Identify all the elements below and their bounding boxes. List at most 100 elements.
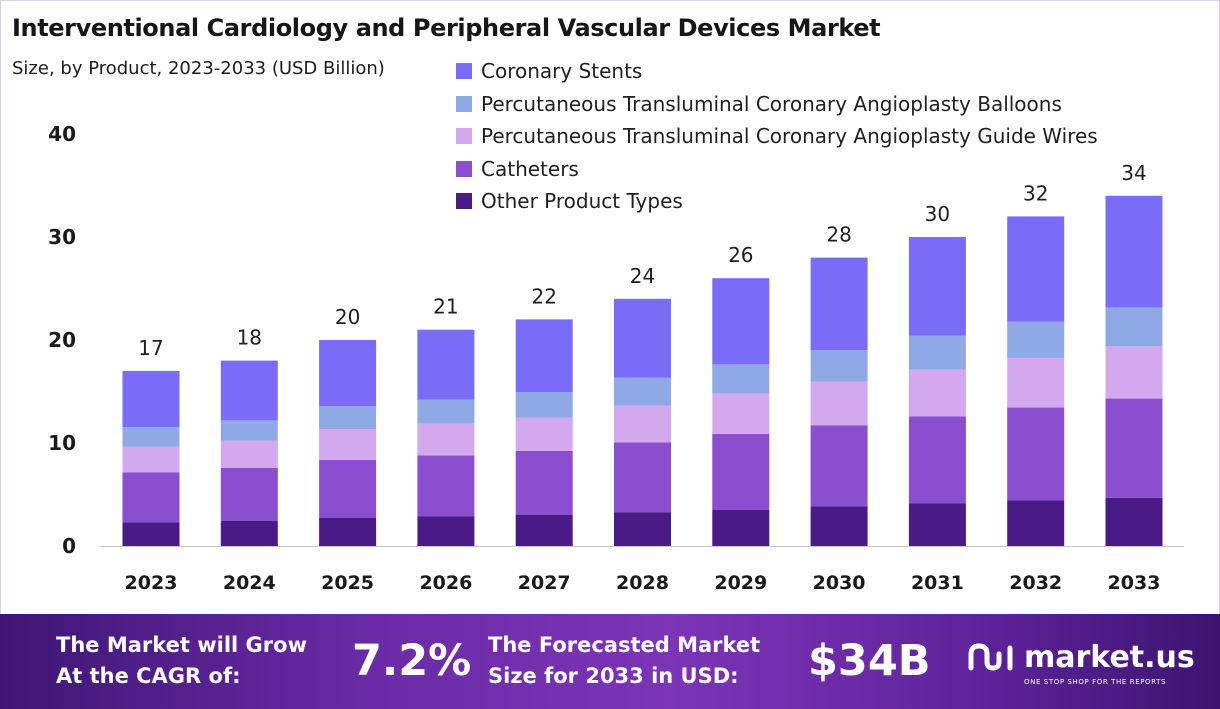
bar-segment [515,319,573,393]
bar-segment [122,522,180,546]
footer-banner: The Market will Grow At the CAGR of: 7.2… [0,614,1220,709]
bar-segment [1007,321,1065,358]
bar-total-label: 20 [335,305,360,329]
bar-segment [712,393,770,434]
bar-segment [810,381,868,426]
bar-segment [614,298,671,378]
brand-name: market.us [1024,640,1195,675]
legend-swatch [456,160,472,177]
bar-segment [122,427,180,447]
x-tick-label: 2026 [419,572,472,594]
bar-segment [908,416,966,504]
bar-segment [1007,500,1065,546]
bar-segment [1007,216,1065,322]
bar-segment [1007,357,1065,408]
bar-segment [1105,398,1163,498]
legend-item: Catheters [456,153,1098,186]
x-tick-label: 2025 [321,572,374,594]
x-tick-label: 2031 [911,572,964,594]
brand-logo[interactable]: market.us ONE STOP SHOP FOR THE REPORTS [968,640,1208,690]
legend-swatch [456,128,472,145]
bar-segment [712,278,770,365]
bar-chart: 0102030401720231820242020252120262220272… [48,122,1184,594]
bar-segment [908,369,966,417]
bar-segment [220,440,278,468]
bar-segment [908,503,966,546]
brand-tagline: ONE STOP SHOP FOR THE REPORTS [1024,678,1167,686]
chart-legend: Coronary Stents Percutaneous Transluminal… [456,55,1098,218]
bar-segment [319,517,377,546]
chart-title: Interventional Cardiology and Peripheral… [12,14,881,42]
bar-total-label: 26 [728,243,753,267]
market-us-logo-icon [968,643,1013,671]
bar-segment [319,406,377,430]
legend-swatch [456,193,472,210]
bar-total-label: 28 [826,223,851,247]
bar-total-label: 34 [1121,161,1146,185]
forecast-value: $34B [808,636,931,686]
bar-total-label: 24 [630,264,655,288]
bar-segment [614,405,671,443]
bar-segment [712,509,770,546]
x-tick-label: 2024 [223,572,276,594]
legend-item: Other Product Types [456,185,1098,218]
legend-label: Catheters [481,156,579,181]
bar-segment [319,429,377,460]
legend-label: Percutaneous Transluminal Coronary Angio… [481,124,1098,149]
legend-item: Percutaneous Transluminal Coronary Angio… [456,88,1098,121]
legend-swatch [456,95,472,112]
bar-segment [220,467,278,521]
bar-segment [515,417,573,451]
legend-item: Percutaneous Transluminal Coronary Angio… [456,120,1098,153]
x-tick-label: 2030 [813,572,866,594]
bar-segment [1105,346,1163,399]
y-tick-label: 20 [48,328,76,352]
x-tick-label: 2029 [714,572,767,594]
bar-segment [220,360,278,421]
legend-swatch [456,63,472,80]
bar-segment [515,514,573,546]
bar-segment [515,450,573,515]
bar-total-label: 21 [433,295,458,319]
bar-total-label: 32 [1023,181,1048,205]
bar-segment [417,399,475,424]
bar-segment [614,512,671,546]
bar-segment [122,446,180,473]
bar-segment [810,350,868,382]
legend-label: Coronary Stents [481,59,643,84]
bar-segment [122,370,180,428]
bar-segment [417,423,475,456]
forecast-label: The Forecasted Market Size for 2033 in U… [488,633,761,688]
legend-item: Coronary Stents [456,55,1098,88]
x-tick-label: 2027 [518,572,571,594]
cagr-label: The Market will Grow At the CAGR of: [56,633,307,688]
y-tick-label: 40 [48,122,76,146]
bar-total-label: 18 [237,326,262,350]
bar-segment [319,459,377,518]
bar-segment [908,335,966,370]
bar-segment [810,425,868,507]
bar-segment [908,237,966,336]
bar-segment [810,257,868,351]
bar-segment [417,455,475,517]
bar-segment [712,433,770,510]
bar-total-label: 30 [925,202,950,226]
x-tick-label: 2023 [125,572,178,594]
x-tick-label: 2033 [1108,572,1161,594]
y-tick-label: 0 [62,534,76,558]
bar-segment [1007,407,1065,501]
bar-segment [810,506,868,546]
cagr-value: 7.2% [352,636,472,686]
bar-segment [220,420,278,441]
x-tick-label: 2028 [616,572,669,594]
chart-subtitle: Size, by Product, 2023-2033 (USD Billion… [12,58,385,79]
y-tick-label: 30 [48,225,76,249]
bar-total-label: 22 [531,284,556,308]
bar-segment [614,442,671,513]
bar-total-label: 17 [138,336,163,360]
bar-segment [1105,195,1163,308]
bar-segment [220,520,278,546]
bar-segment [319,340,377,407]
bar-segment [417,329,475,400]
bar-segment [614,377,671,406]
